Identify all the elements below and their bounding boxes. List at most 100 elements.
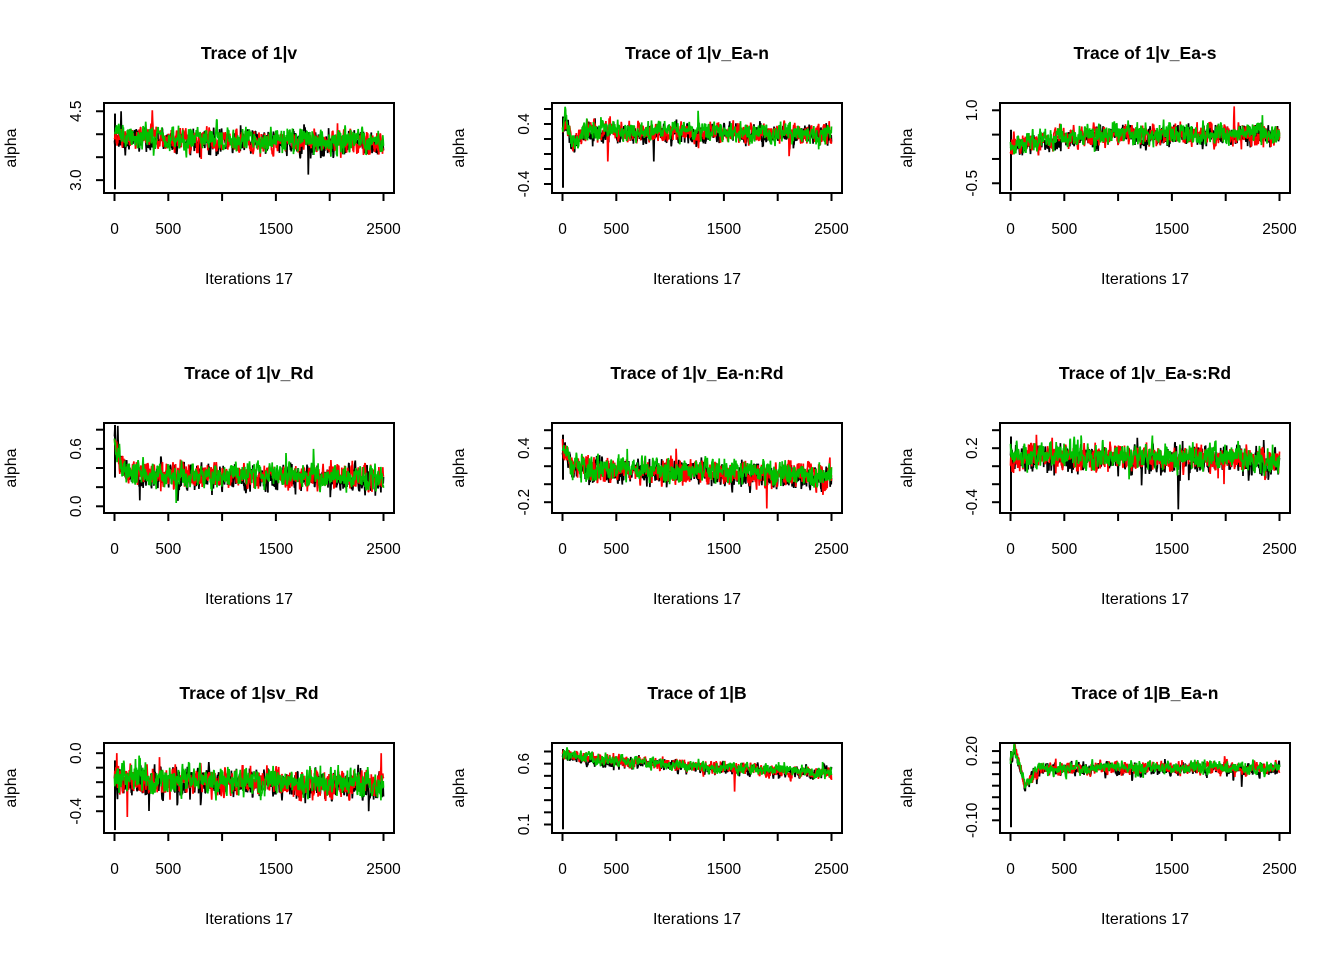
panel-title: Trace of 1|sv_Rd xyxy=(179,683,318,703)
x-axis-label: Iterations 17 xyxy=(653,591,741,608)
x-tick-label: 0 xyxy=(110,861,119,878)
trace-line-chain-3 xyxy=(1009,744,1281,789)
y-axis-label: alpha xyxy=(899,448,916,487)
panel-title: Trace of 1|v_Rd xyxy=(184,363,313,383)
x-tick-label: 2500 xyxy=(366,221,401,238)
y-tick-label: 0.0 xyxy=(68,495,85,517)
y-tick-label: 0.20 xyxy=(964,736,981,767)
y-tick-label: 3.0 xyxy=(68,169,85,191)
trace-lines-group xyxy=(561,747,833,830)
x-axis-label: Iterations 17 xyxy=(1101,271,1189,288)
x-tick-label: 2500 xyxy=(1262,861,1297,878)
y-axis-label: alpha xyxy=(3,128,20,167)
panel-title: Trace of 1|v_Ea-s xyxy=(1073,43,1216,63)
trace-lines-group xyxy=(561,434,833,509)
x-tick-label: 1500 xyxy=(259,861,294,878)
trace-line-chain-3 xyxy=(1009,115,1281,155)
x-tick-label: 0 xyxy=(558,541,567,558)
plot-box xyxy=(103,102,395,194)
x-axis-label: Iterations 17 xyxy=(205,591,293,608)
y-tick-label: 0.0 xyxy=(68,742,85,764)
y-axis-label: alpha xyxy=(451,448,468,487)
trace-panel-cell: Trace of 1|v_Rd alpha Iterations 17 0.0 0.6 0… xyxy=(0,320,448,640)
x-tick-label: 500 xyxy=(1051,541,1077,558)
panel-title: Trace of 1|v_Ea-n xyxy=(625,43,769,63)
x-tick-label: 1500 xyxy=(707,221,742,238)
x-tick-label: 500 xyxy=(155,541,181,558)
y-tick-label: -0.2 xyxy=(516,489,533,516)
trace-panel-svg: Trace of 1|v alpha Iterations 17 3.0 4.5 0 500… xyxy=(3,43,401,288)
trace-lines-group xyxy=(1009,744,1281,828)
x-tick-label: 2500 xyxy=(1262,221,1297,238)
x-tick-label: 500 xyxy=(603,861,629,878)
plot-box xyxy=(551,422,843,514)
plot-box xyxy=(999,102,1291,194)
x-tick-label: 1500 xyxy=(707,861,742,878)
x-tick-label: 0 xyxy=(1006,541,1015,558)
trace-panel-cell: Trace of 1|sv_Rd alpha Iterations 17 -0.4 0.… xyxy=(0,640,448,960)
y-tick-label: 0.6 xyxy=(516,753,533,775)
panel-title: Trace of 1|B_Ea-n xyxy=(1072,683,1219,703)
x-tick-label: 2500 xyxy=(814,221,849,238)
plot-box xyxy=(999,422,1291,514)
y-axis-label: alpha xyxy=(3,768,20,807)
x-tick-label: 0 xyxy=(1006,221,1015,238)
x-tick-label: 1500 xyxy=(1155,541,1190,558)
trace-panel-cell: Trace of 1|v_Ea-n alpha Iterations 17 -0.4 0… xyxy=(448,0,896,320)
panel-title: Trace of 1|B xyxy=(647,683,746,703)
x-tick-label: 500 xyxy=(603,221,629,238)
x-tick-label: 1500 xyxy=(259,221,294,238)
x-tick-label: 500 xyxy=(155,861,181,878)
x-tick-label: 1500 xyxy=(1155,221,1190,238)
x-axis-label: Iterations 17 xyxy=(653,271,741,288)
trace-lines-group xyxy=(113,424,385,504)
y-tick-label: 0.1 xyxy=(516,814,533,836)
y-tick-label: 0.6 xyxy=(68,438,85,460)
y-tick-label: 0.2 xyxy=(964,437,981,459)
y-tick-label: 0.4 xyxy=(516,113,533,135)
y-tick-label: 0.4 xyxy=(516,437,533,459)
x-tick-label: 500 xyxy=(603,541,629,558)
trace-line-chain-3 xyxy=(113,755,385,801)
y-axis-label: alpha xyxy=(899,768,916,807)
trace-panel-cell: Trace of 1|v alpha Iterations 17 3.0 4.5 0 500… xyxy=(0,0,448,320)
y-axis-label: alpha xyxy=(899,128,916,167)
x-tick-label: 2500 xyxy=(1262,541,1297,558)
y-tick-label: -0.4 xyxy=(964,488,981,515)
x-tick-label: 500 xyxy=(1051,861,1077,878)
x-tick-label: 0 xyxy=(558,221,567,238)
trace-line-chain-3 xyxy=(561,445,833,488)
trace-line-chain-2 xyxy=(1009,106,1281,156)
y-tick-label: -0.10 xyxy=(964,802,981,838)
x-tick-label: 0 xyxy=(110,221,119,238)
trace-panel-svg: Trace of 1|B alpha Iterations 17 0.1 0.6 0 500… xyxy=(451,683,849,928)
x-tick-label: 2500 xyxy=(814,861,849,878)
trace-lines-group xyxy=(1009,434,1281,512)
panel-title: Trace of 1|v xyxy=(201,43,298,63)
x-tick-label: 2500 xyxy=(814,541,849,558)
x-tick-label: 0 xyxy=(1006,861,1015,878)
trace-lines-group xyxy=(113,110,385,190)
trace-line-chain-3 xyxy=(562,747,833,780)
x-axis-label: Iterations 17 xyxy=(1101,591,1189,608)
trace-panel-cell: Trace of 1|B alpha Iterations 17 0.1 0.6 0 500… xyxy=(448,640,896,960)
plot-box xyxy=(999,742,1291,834)
panel-title: Trace of 1|v_Ea-n:Rd xyxy=(610,363,783,383)
x-tick-label: 2500 xyxy=(366,861,401,878)
trace-line-chain-3 xyxy=(1009,435,1281,480)
y-tick-label: -0.5 xyxy=(964,170,981,197)
panel-title: Trace of 1|v_Ea-s:Rd xyxy=(1059,363,1231,383)
trace-lines-group xyxy=(561,106,833,188)
x-tick-label: 0 xyxy=(558,861,567,878)
y-tick-label: 1.0 xyxy=(964,99,981,121)
trace-line-chain-3 xyxy=(113,118,385,158)
x-tick-label: 1500 xyxy=(259,541,294,558)
